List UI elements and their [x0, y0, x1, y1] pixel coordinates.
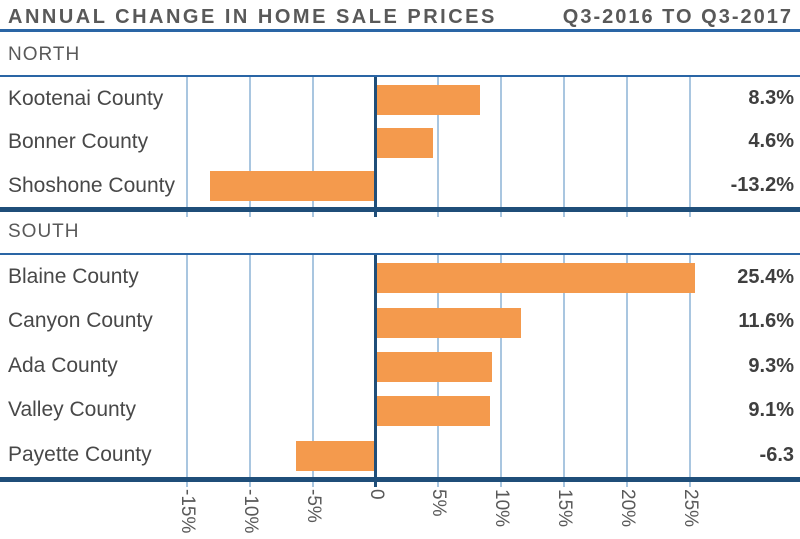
- county-label: Bonner County: [8, 130, 149, 154]
- gridline: [186, 77, 189, 207]
- axis-tick-label: -10%: [239, 489, 261, 534]
- bar-shoshone-county: [209, 171, 376, 202]
- value-label: 11.6%: [738, 310, 794, 333]
- county-label: Kootenai County: [8, 87, 164, 110]
- axis-tick: [500, 212, 503, 217]
- gridline: [437, 77, 440, 207]
- axis-tick: [688, 212, 691, 217]
- gridline: [500, 77, 503, 207]
- zero-gridline: [374, 255, 377, 477]
- gridline: [500, 255, 503, 477]
- county-label: Canyon County: [8, 309, 153, 333]
- plot-top-line: [0, 253, 800, 255]
- county-label: Valley County: [8, 398, 137, 422]
- county-label: Shoshone County: [8, 173, 175, 197]
- axis-tick: [688, 482, 691, 487]
- axis-tick-label: 0: [365, 489, 387, 500]
- axis-tick: [437, 212, 440, 217]
- gridline: [248, 77, 251, 207]
- chart-title: ANNUAL CHANGE IN HOME SALE PRICES: [8, 6, 497, 28]
- plot-bottom-line: [0, 207, 800, 212]
- gridline: [311, 255, 314, 477]
- header-rule: [0, 29, 800, 32]
- value-label: 25.4%: [737, 266, 794, 288]
- axis-tick-label: 25%: [679, 489, 701, 528]
- gridline: [562, 255, 565, 477]
- gridline: [625, 255, 628, 477]
- value-label: 8.3%: [748, 87, 794, 109]
- axis-tick-label: -15%: [177, 489, 199, 534]
- value-label: 9.3%: [748, 354, 794, 377]
- value-label: -13.2%: [730, 173, 794, 196]
- gridline: [311, 77, 314, 207]
- value-label: 9.1%: [748, 399, 794, 422]
- bar-blaine-county: [375, 263, 695, 294]
- axis-tick-label: -5%: [302, 489, 324, 523]
- gridline: [625, 77, 628, 207]
- chart-period: Q3-2016 TO Q3-2017: [562, 6, 793, 28]
- section-label-north: NORTH: [8, 44, 81, 65]
- axis-tick: [311, 482, 314, 487]
- gridline: [562, 77, 565, 207]
- value-label: 4.6%: [748, 130, 794, 153]
- bar-ada-county: [375, 352, 493, 382]
- county-label: Blaine County: [8, 265, 139, 288]
- axis-tick: [500, 482, 503, 487]
- gridline: [688, 255, 691, 477]
- axis-tick: [248, 482, 251, 487]
- axis-tick: [311, 212, 314, 217]
- axis-tick-label: 10%: [491, 489, 513, 528]
- bar-bonner-county: [375, 127, 434, 158]
- axis-tick: [437, 482, 440, 487]
- axis-tick: [186, 212, 189, 217]
- axis-tick: [625, 482, 628, 487]
- bar-canyon-county: [375, 307, 522, 338]
- value-label: -6.3: [759, 443, 794, 466]
- axis-tick-label: 20%: [616, 489, 638, 528]
- axis-tick: [248, 212, 251, 217]
- axis-tick: [562, 482, 565, 487]
- zero-gridline: [374, 77, 377, 207]
- axis-tick: [186, 482, 189, 487]
- county-label: Ada County: [8, 353, 118, 377]
- plot-bottom-line: [0, 477, 800, 482]
- gridline: [688, 77, 691, 207]
- axis-tick-label: 15%: [553, 489, 575, 528]
- bar-payette-county: [296, 440, 376, 471]
- axis-tick: [625, 212, 628, 217]
- section-label-south: SOUTH: [8, 221, 80, 242]
- gridline: [248, 255, 251, 477]
- gridline: [186, 255, 189, 477]
- zero-axis-tick: [374, 212, 377, 217]
- county-label: Payette County: [8, 442, 152, 466]
- bar-valley-county: [375, 396, 490, 427]
- zero-axis-tick: [374, 482, 377, 487]
- axis-tick-label: 5%: [428, 489, 450, 517]
- plot-top-line: [0, 75, 800, 77]
- axis-tick: [562, 212, 565, 217]
- bar-kootenai-county: [375, 84, 480, 115]
